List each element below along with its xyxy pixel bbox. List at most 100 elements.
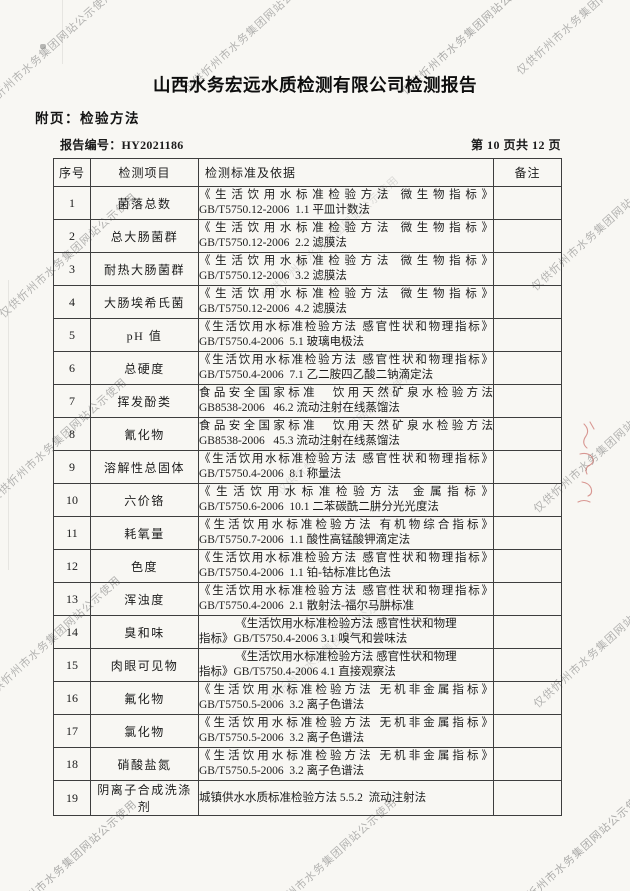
report-number-value: HY2021186 (121, 138, 184, 152)
scan-crease (62, 0, 63, 64)
method-text-line: 《生活饮用水标准检验方法 微生物指标》 (199, 189, 493, 202)
report-number: 报告编号：HY2021186 (53, 136, 184, 153)
method-text-line: 《生活饮用水标准检验方法 金属指标》 (199, 486, 493, 499)
standard-method-cell: 《生活饮用水标准检验方法 微生物指标》 GB/T5750.12-2006 2.2 … (198, 219, 494, 253)
note-cell (493, 516, 562, 550)
method-text-line: 《生活饮用水标准检验方法 感官性状和物理 (235, 618, 457, 631)
standard-method-cell: 城镇供水水质标准检验方法 5.5.2 流动注射法 (198, 780, 494, 816)
row-number-cell: 12 (53, 549, 91, 583)
standard-method-cell: 《生活饮用水标准检验方法 感官性状和物理指标》 GB/T5750.4-2006 5… (198, 318, 494, 352)
row-number-cell: 11 (53, 516, 91, 550)
standard-method-cell: 《生活饮用水标准检验方法 感官性状和物理指标》 GB/T5750.4-2006 8… (198, 450, 494, 484)
page-indicator: 第 10 页共 12 页 (470, 138, 561, 152)
method-text-line: 指标》GB/T5750.4-2006 4.1 直接观察法 (199, 666, 396, 678)
header-seq: 序号 (53, 158, 91, 187)
table-row: 18 硝酸盐氮 《生活饮用水标准检验方法 无机非金属指标》 GB/T5750.5-20… (53, 747, 562, 781)
row-number-cell: 10 (53, 483, 91, 517)
methods-table-header: 序号 检测项目 检测标准及依据 备注 (53, 158, 562, 187)
row-number-cell: 16 (53, 681, 91, 715)
standard-method-cell: 《生活饮用水标准检验方法 感官性状和物理指标》GB/T5750.4-2006 4… (198, 648, 494, 682)
method-text-line: GB/T5750.4-2006 8.1 称量法 (199, 468, 342, 480)
note-cell (493, 681, 562, 715)
method-text-line: 《生活饮用水标准检验方法 微生物指标》 (199, 288, 493, 301)
method-text-line: 《生活饮用水标准检验方法 微生物指标》 (199, 222, 493, 235)
scan-smudge (40, 44, 46, 49)
test-item-cell: 氯化物 (90, 714, 199, 748)
table-row: 1 菌落总数 《生活饮用水标准检验方法 微生物指标》 GB/T5750.12-2006… (53, 186, 562, 220)
method-text-line: GB/T5750.7-2006 1.1 酸性高锰酸钾滴定法 (199, 534, 411, 546)
table-row: 19 阴离子合成洗涤剂 城镇供水水质标准检验方法 5.5.2 流动注射法 (53, 780, 562, 816)
method-text-line: 《生活饮用水标准检验方法 微生物指标》 (199, 255, 493, 268)
test-item-cell: 阴离子合成洗涤剂 (90, 780, 199, 816)
method-text-line: GB/T5750.12-2006 3.2 滤膜法 (199, 270, 347, 282)
note-cell (493, 252, 562, 286)
method-text-line: GB/T5750.5-2006 3.2 离子色谱法 (199, 732, 365, 744)
row-number-cell: 9 (53, 450, 91, 484)
table-row: 9 溶解性总固体 《生活饮用水标准检验方法 感官性状和物理指标》 GB/T5750.4… (53, 450, 562, 484)
row-number-cell: 7 (53, 384, 91, 418)
table-row: 15 肉眼可见物 《生活饮用水标准检验方法 感官性状和物理 指标》GB/T5750.4… (53, 648, 562, 682)
page-subtitle: 附页：检验方法 (35, 111, 140, 126)
header-item: 检测项目 (90, 158, 199, 187)
test-item-cell: 总硬度 (90, 351, 199, 385)
row-number-cell: 19 (53, 780, 91, 816)
method-text-line: GB/T5750.4-2006 7.1 乙二胺四乙酸二钠滴定法 (199, 369, 434, 381)
standard-method-cell: 《生活饮用水标准检验方法 感官性状和物理指标》 GB/T5750.4-2006 1… (198, 549, 494, 583)
test-item-cell: 色度 (90, 549, 199, 583)
method-text-line: 《生活饮用水标准检验方法 感官性状和物理指标》 (199, 552, 493, 565)
table-row: 17 氯化物 《生活饮用水标准检验方法 无机非金属指标》 GB/T5750.5-200… (53, 714, 562, 748)
table-row: 10 六价铬 《生活饮用水标准检验方法 金属指标》 GB/T5750.6-2006 1… (53, 483, 562, 517)
standard-method-cell: 食品安全国家标准 饮用天然矿泉水检验方法 GB8538-2006 45.3 流动注… (198, 417, 494, 451)
method-text-line: GB/T5750.12-2006 2.2 滤膜法 (199, 237, 347, 249)
note-cell (493, 384, 562, 418)
row-number-cell: 3 (53, 252, 91, 286)
test-item-cell: 臭和味 (90, 615, 199, 649)
header-note: 备注 (493, 158, 562, 187)
note-cell (493, 747, 562, 781)
method-text-line: 指标》GB/T5750.4-2006 3.1 嗅气和尝味法 (199, 633, 408, 645)
methods-table: 序号 检测项目 检测标准及依据 备注 1 菌落总数 《生活饮用水标准检验方法 微生物… (53, 158, 562, 816)
table-row: 4 大肠埃希氏菌 《生活饮用水标准检验方法 微生物指标》 GB/T5750.12-20… (53, 285, 562, 319)
table-row: 5 pH 值《生活饮用水标准检验方法 感官性状和物理指标》 GB/T5750.4-2… (53, 318, 562, 352)
test-item-cell: 硝酸盐氮 (90, 747, 199, 781)
method-text-line: GB/T5750.12-2006 1.1 平皿计数法 (199, 204, 370, 216)
row-number-cell: 1 (53, 186, 91, 220)
method-text-line: GB/T5750.4-2006 1.1 铂-钴标准比色法 (199, 567, 391, 579)
note-cell (493, 483, 562, 517)
test-item-cell: 溶解性总固体 (90, 450, 199, 484)
test-item-cell: 耗氧量 (90, 516, 199, 550)
standard-method-cell: 《生活饮用水标准检验方法 无机非金属指标》 GB/T5750.5-2006 3.2… (198, 747, 494, 781)
note-cell (493, 615, 562, 649)
note-cell (493, 186, 562, 220)
note-cell (493, 285, 562, 319)
methods-table-body: 1 菌落总数 《生活饮用水标准检验方法 微生物指标》 GB/T5750.12-2006… (53, 186, 562, 816)
note-cell (493, 714, 562, 748)
table-row: 11 耗氧量 《生活饮用水标准检验方法 有机物综合指标》 GB/T5750.7-200… (53, 516, 562, 550)
row-number-cell: 2 (53, 219, 91, 253)
standard-method-cell: 《生活饮用水标准检验方法 金属指标》 GB/T5750.6-2006 10.1 二… (198, 483, 494, 517)
table-row: 8 氰化物 食品安全国家标准 饮用天然矿泉水检验方法 GB8538-2006 45.3… (53, 417, 562, 451)
table-row: 3 耐热大肠菌群 《生活饮用水标准检验方法 微生物指标》 GB/T5750.12-20… (53, 252, 562, 286)
test-item-cell: 六价铬 (90, 483, 199, 517)
method-text-line: 食品安全国家标准 饮用天然矿泉水检验方法 (199, 420, 493, 433)
standard-method-cell: 《生活饮用水标准检验方法 感官性状和物理指标》 GB/T5750.4-2006 2… (198, 582, 494, 616)
method-text-line: 《生活饮用水标准检验方法 感官性状和物理 (235, 651, 457, 664)
row-number-cell: 14 (53, 615, 91, 649)
watermark-text: 仅供忻州市水务集团网站公示使用 (514, 0, 630, 78)
row-number-cell: 17 (53, 714, 91, 748)
test-item-cell: 氰化物 (90, 417, 199, 451)
note-cell (493, 648, 562, 682)
watermark-text: 仅供忻州市水务集团网站公示使用 (0, 0, 117, 118)
standard-method-cell: 《生活饮用水标准检验方法 微生物指标》 GB/T5750.12-2006 4.2 … (198, 285, 494, 319)
method-text-line: 《生活饮用水标准检验方法 有机物综合指标》 (199, 519, 493, 532)
note-cell (493, 450, 562, 484)
method-text-line: GB/T5750.4-2006 5.1 玻璃电极法 (199, 336, 365, 348)
method-text-line: 食品安全国家标准 饮用天然矿泉水检验方法 (199, 387, 493, 400)
method-text-line: 《生活饮用水标准检验方法 感官性状和物理指标》 (199, 453, 493, 466)
standard-method-cell: 《生活饮用水标准检验方法 感官性状和物理指标》GB/T5750.4-2006 3… (198, 615, 494, 649)
method-text-line: GB/T5750.6-2006 10.1 二苯碳酰二肼分光光度法 (199, 501, 439, 513)
page-title: 山西水务宏远水质检测有限公司检测报告 (153, 75, 477, 95)
standard-method-cell: 《生活饮用水标准检验方法 微生物指标》 GB/T5750.12-2006 3.2 … (198, 252, 494, 286)
red-ink-mark (577, 421, 595, 503)
